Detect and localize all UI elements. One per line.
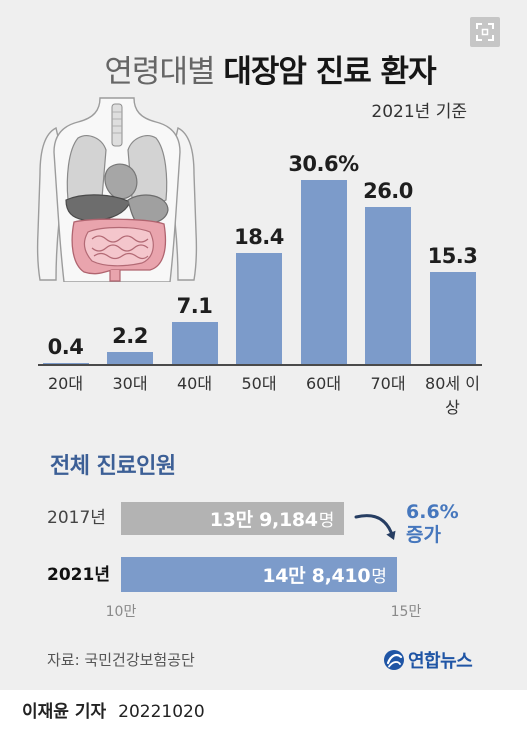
category-label: 40대: [176, 374, 213, 393]
age-bar-5: [300, 179, 347, 365]
category-label: 80세 이상: [425, 374, 480, 417]
chart-title: 연령대별 대장암 진료 환자: [40, 50, 500, 94]
total-patients-title: 전체 진료인원: [50, 454, 176, 479]
publish-date: 20221020: [118, 702, 205, 722]
bar-value-label: 0.4: [47, 334, 84, 359]
title-prefix: 연령대별: [104, 54, 215, 90]
bar-value-unit: 명: [318, 511, 335, 531]
age-bar-2: [107, 351, 153, 365]
bar-value-label: 26.0: [363, 179, 413, 204]
bar-value-2017: 13만 9,184 명: [210, 502, 335, 535]
category-label: 50대: [241, 374, 277, 393]
bar-value-label: 15.3: [427, 244, 478, 269]
age-bar-chart: 0.4 20대 2.2 30대 7.1 40대 18.4 50대 30.6% 60대 26.0 70대…: [42, 151, 480, 417]
lungs: [66, 135, 168, 205]
total-bar-2021: 14만 8,410 명: [121, 557, 397, 592]
expand-button[interactable]: [470, 17, 500, 47]
infographic-card: 연령대별 대장암 진료 환자 2021년 기준 0.4 20대 2.2 30대 7.1 4…: [0, 0, 527, 690]
title-main: 대장암 진료 환자: [223, 54, 436, 90]
age-bar-1: [42, 362, 89, 365]
total-bar-2017: 13만 9,184 명: [121, 502, 345, 535]
category-label: 70대: [370, 374, 406, 393]
bar-value-number: 14만 8,410: [262, 565, 371, 587]
category-label: 30대: [112, 374, 148, 393]
increase-label: 증가: [406, 524, 441, 546]
curved-arrow-icon: [354, 514, 396, 540]
torso-organs-illustration: [36, 97, 198, 282]
data-source: 자료: 국민건강보험공단: [47, 651, 195, 669]
category-label: 20대: [47, 374, 84, 393]
bar-value-unit: 명: [371, 567, 387, 587]
rectum: [109, 270, 121, 282]
logo-text: 연합뉴스: [408, 651, 473, 672]
liver: [65, 194, 131, 221]
trachea: [111, 103, 123, 147]
increase-percent: 6.6%: [406, 501, 459, 523]
reporter-name: 이재윤 기자: [22, 702, 107, 722]
x-tick-label: 10만: [105, 604, 137, 620]
yonhap-logo: 연합뉴스: [383, 647, 473, 673]
intestines: [71, 218, 167, 282]
chart-baseline: [38, 364, 482, 366]
age-bar-7: [429, 272, 476, 365]
bar-value-number: 13만 9,184: [209, 509, 318, 531]
age-bar-4: [236, 253, 282, 365]
category-label: 60대: [305, 374, 342, 393]
year-label-2021: 2021년: [47, 565, 110, 585]
expand-icon: [476, 23, 494, 41]
bar-value-2021: 14만 8,410 명: [262, 557, 387, 592]
chart-subtitle: 2021년 기준: [371, 102, 467, 122]
x-tick-label: 15만: [390, 604, 422, 620]
increase-annotation: 6.6% 증가: [406, 501, 459, 547]
globe-logo-icon: [384, 650, 404, 670]
byline: 이재윤 기자 20221020: [22, 700, 205, 724]
heart: [104, 163, 138, 200]
year-label-2017: 2017년: [47, 508, 106, 528]
bar-value-label: 7.1: [176, 293, 213, 318]
age-bar-6: [365, 207, 411, 365]
bar-value-label: 30.6%: [288, 151, 359, 176]
bar-value-label: 2.2: [112, 323, 148, 348]
age-bar-3: [171, 321, 218, 365]
bar-value-label: 18.4: [234, 225, 284, 250]
